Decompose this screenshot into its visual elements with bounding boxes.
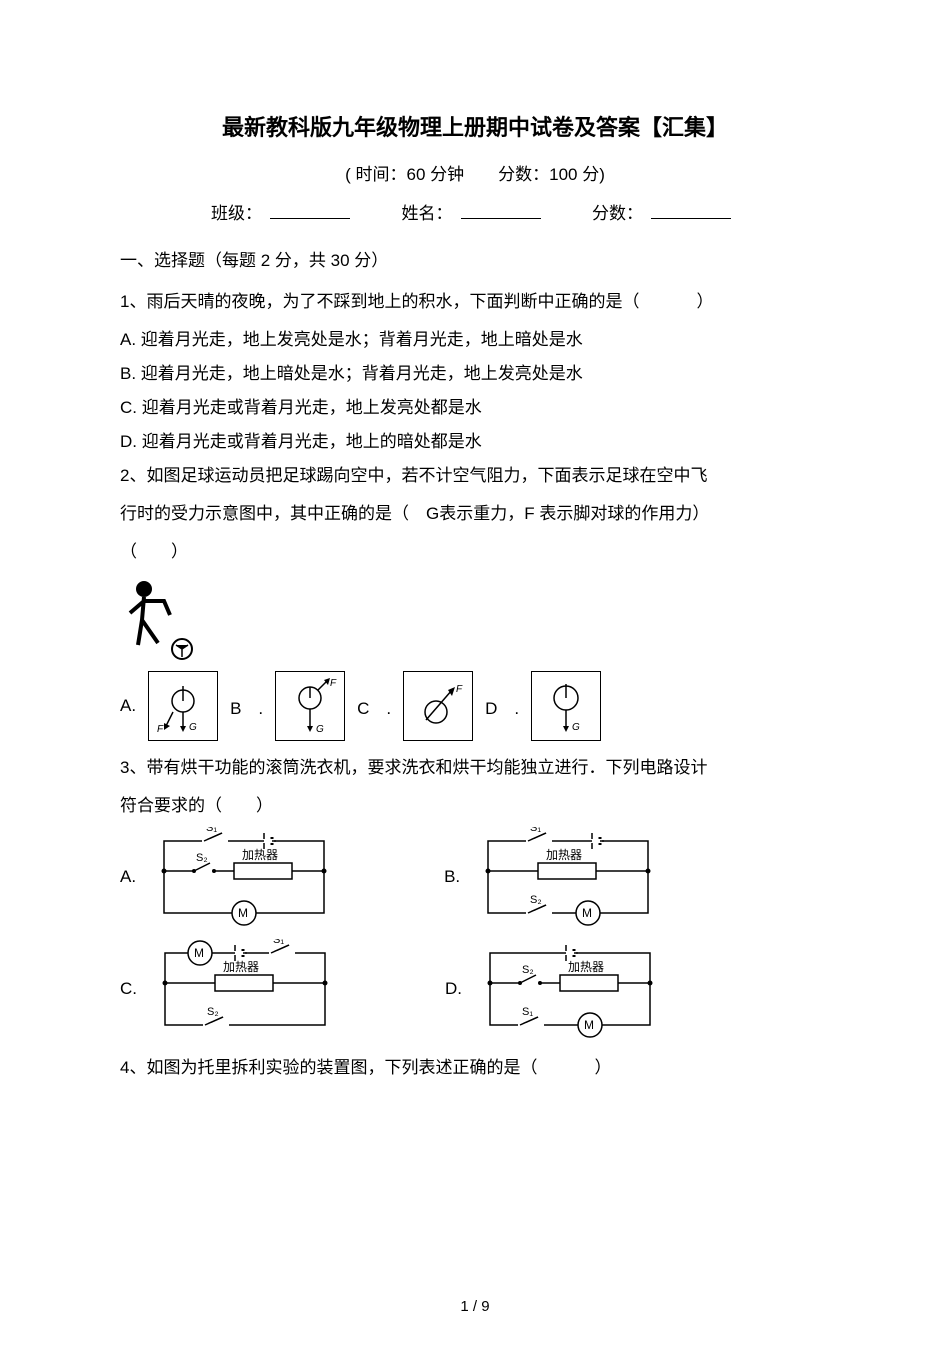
class-blank xyxy=(270,218,350,219)
class-label: 班级： xyxy=(211,204,262,223)
q3-stem-line1: 3、带有烘干功能的滚筒洗衣机，要求洗衣和烘干均能独立进行．下列电路设计 xyxy=(120,751,830,785)
q3-label-b: B. xyxy=(444,867,460,887)
svg-text:S₁: S₁ xyxy=(522,1006,533,1018)
q3-stem-line2: 符合要求的（ ） xyxy=(120,789,830,823)
svg-text:G: G xyxy=(189,722,197,733)
q2-options-row: A. G F B . F G C . F xyxy=(120,671,830,741)
q3-row-2: C. M S₁ 加热器 S₂ D xyxy=(120,939,830,1039)
svg-text:S₁: S₁ xyxy=(530,827,541,834)
q3-label-d: D. xyxy=(445,979,462,999)
svg-text:M: M xyxy=(194,946,204,960)
page-title: 最新教科版九年级物理上册期中试卷及答案【汇集】 xyxy=(120,110,830,142)
svg-text:S₂: S₂ xyxy=(530,894,542,906)
q2-diagram-d: G xyxy=(531,671,601,741)
section-title: 一、选择题（每题 2 分，共 30 分） xyxy=(120,246,830,271)
q4-stem-end: ） xyxy=(594,1058,611,1077)
time-score-line: ( 时间：60 分钟 分数：100 分) xyxy=(120,160,830,185)
q1-option-a: A. 迎着月光走，地上发亮处是水；背着月光走，地上暗处是水 xyxy=(120,323,830,357)
q3-circuit-b: S₁ 加热器 S₂ M xyxy=(468,827,668,927)
svg-text:S₂: S₂ xyxy=(207,1006,219,1018)
svg-text:S₂: S₂ xyxy=(196,852,208,864)
q2-stem-line2: 行时的受力示意图中，其中正确的是（ G表示重力，F 表示脚对球的作用力） xyxy=(120,497,830,531)
svg-text:S₁: S₁ xyxy=(273,939,284,946)
q3-circuit-a: S₁ S₂ 加热器 M xyxy=(144,827,344,927)
svg-text:F: F xyxy=(157,724,164,735)
svg-text:加热器: 加热器 xyxy=(242,848,278,862)
name-blank xyxy=(461,218,541,219)
q4-stem-text: 4、如图为托里拆利实验的装置图，下列表述正确的是（ xyxy=(120,1058,537,1077)
svg-text:加热器: 加热器 xyxy=(568,960,604,974)
svg-text:M: M xyxy=(582,906,592,920)
svg-text:S₂: S₂ xyxy=(522,964,534,976)
page-number: 1 / 9 xyxy=(460,1298,489,1315)
q2-label-c: C . xyxy=(357,694,391,719)
svg-text:M: M xyxy=(238,906,248,920)
svg-text:F: F xyxy=(456,684,463,695)
q3-circuit-d: S₂ 加热器 S₁ M xyxy=(470,939,670,1039)
q2-diagram-c: F xyxy=(403,671,473,741)
q3-circuit-c: M S₁ 加热器 S₂ xyxy=(145,939,345,1039)
name-label: 姓名： xyxy=(402,204,453,223)
football-player-figure xyxy=(120,575,210,665)
score-blank xyxy=(651,218,731,219)
q2-stem-line3: （ ） xyxy=(120,535,830,569)
svg-text:G: G xyxy=(572,722,580,733)
q2-label-b: B . xyxy=(230,694,263,719)
svg-text:G: G xyxy=(316,724,324,735)
q2-stem-line1: 2、如图足球运动员把足球踢向空中，若不计空气阻力，下面表示足球在空中飞 xyxy=(120,459,830,493)
student-info-line: 班级： 姓名： 分数： xyxy=(120,199,830,224)
q1-option-d: D. 迎着月光走或背着月光走，地上的暗处都是水 xyxy=(120,425,830,459)
q1-stem: 1、雨后天晴的夜晚，为了不踩到地上的积水，下面判断中正确的是（ ） xyxy=(120,285,830,319)
q2-diagram-b: F G xyxy=(275,671,345,741)
svg-text:加热器: 加热器 xyxy=(546,848,582,862)
q3-label-c: C. xyxy=(120,979,137,999)
q3-row-1: A. S₁ S₂ 加热器 M B. xyxy=(120,827,830,927)
q1-stem-end: ） xyxy=(696,292,713,311)
svg-text:S₁: S₁ xyxy=(206,827,217,834)
svg-text:加热器: 加热器 xyxy=(223,960,259,974)
svg-text:F: F xyxy=(330,678,337,689)
q4-stem: 4、如图为托里拆利实验的装置图，下列表述正确的是（ ） xyxy=(120,1051,830,1085)
q3-label-a: A. xyxy=(120,867,136,887)
q1-stem-text: 1、雨后天晴的夜晚，为了不踩到地上的积水，下面判断中正确的是（ xyxy=(120,292,639,311)
q1-option-c: C. 迎着月光走或背着月光走，地上发亮处都是水 xyxy=(120,391,830,425)
q2-label-d: D . xyxy=(485,694,519,719)
q1-option-b: B. 迎着月光走，地上暗处是水；背着月光走，地上发亮处是水 xyxy=(120,357,830,391)
score-label: 分数： xyxy=(592,204,643,223)
q2-diagram-a: G F xyxy=(148,671,218,741)
svg-text:M: M xyxy=(584,1018,594,1032)
q2-label-a: A. xyxy=(120,696,136,716)
